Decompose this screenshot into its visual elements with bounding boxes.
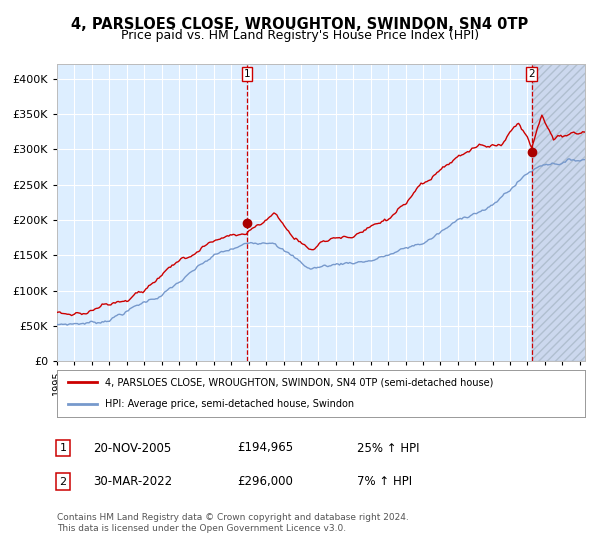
Text: 4, PARSLOES CLOSE, WROUGHTON, SWINDON, SN4 0TP (semi-detached house): 4, PARSLOES CLOSE, WROUGHTON, SWINDON, S… bbox=[104, 377, 493, 388]
Text: 2: 2 bbox=[59, 477, 67, 487]
Text: Contains HM Land Registry data © Crown copyright and database right 2024.: Contains HM Land Registry data © Crown c… bbox=[57, 513, 409, 522]
Text: 20-NOV-2005: 20-NOV-2005 bbox=[93, 441, 171, 455]
Text: HPI: Average price, semi-detached house, Swindon: HPI: Average price, semi-detached house,… bbox=[104, 399, 353, 409]
Text: £194,965: £194,965 bbox=[237, 441, 293, 455]
Text: 2: 2 bbox=[529, 69, 535, 79]
Text: 30-MAR-2022: 30-MAR-2022 bbox=[93, 475, 172, 488]
Text: 4, PARSLOES CLOSE, WROUGHTON, SWINDON, SN4 0TP: 4, PARSLOES CLOSE, WROUGHTON, SWINDON, S… bbox=[71, 17, 529, 32]
Text: This data is licensed under the Open Government Licence v3.0.: This data is licensed under the Open Gov… bbox=[57, 524, 346, 533]
Text: 1: 1 bbox=[59, 443, 67, 453]
Text: £296,000: £296,000 bbox=[237, 475, 293, 488]
Text: 1: 1 bbox=[244, 69, 250, 79]
Bar bbox=[532, 64, 600, 361]
Text: 7% ↑ HPI: 7% ↑ HPI bbox=[357, 475, 412, 488]
Text: Price paid vs. HM Land Registry's House Price Index (HPI): Price paid vs. HM Land Registry's House … bbox=[121, 29, 479, 42]
Text: 25% ↑ HPI: 25% ↑ HPI bbox=[357, 441, 419, 455]
